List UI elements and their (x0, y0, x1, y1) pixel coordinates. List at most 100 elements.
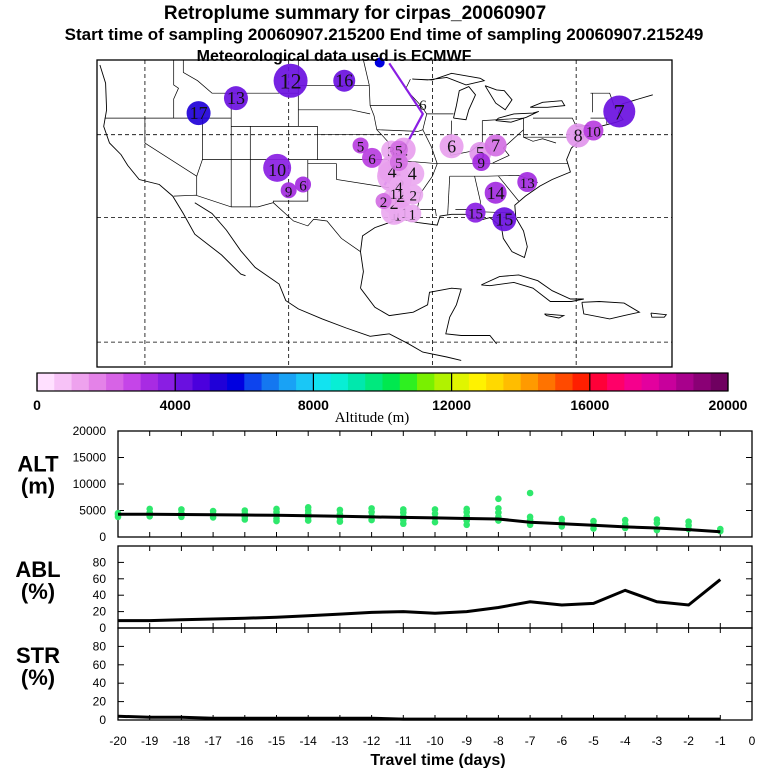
altitude-scatter-point (495, 495, 502, 503)
y-tick-label: 0 (99, 621, 106, 635)
y-tick-label: 80 (93, 639, 107, 653)
colorbar-swatch (88, 373, 107, 391)
plume-marker (465, 202, 486, 223)
y-tick-label: 40 (93, 676, 107, 690)
colorbar-swatch (123, 373, 142, 391)
plume-marker (352, 137, 369, 154)
plume-marker (333, 69, 356, 92)
y-tick-label: 0 (99, 530, 106, 544)
x-tick-label: -1 (715, 734, 726, 748)
plume-marker (403, 204, 422, 223)
plume-marker-label: 14 (487, 183, 505, 203)
panel-label: (m) (21, 473, 55, 498)
x-tick-label: -17 (204, 734, 222, 748)
abl-line (118, 578, 722, 623)
plume-marker (517, 171, 538, 192)
plume-marker-label: 15 (495, 209, 513, 229)
x-tick-label: -5 (588, 734, 599, 748)
plume-marker-label: 5 (395, 144, 403, 160)
panel-label: (%) (21, 665, 55, 690)
plume-marker-label: 1 (409, 208, 417, 224)
x-axis-title: Travel time (days) (370, 752, 505, 768)
y-tick-label: 20 (93, 605, 107, 619)
y-tick-label: 80 (93, 555, 107, 569)
plume-marker-label: 2 (410, 188, 418, 204)
colorbar-tick-label: 8000 (298, 397, 329, 413)
x-tick-label: 0 (749, 734, 756, 748)
x-tick-label: -18 (173, 734, 191, 748)
altitude-scatter-point (400, 520, 407, 528)
str-line (117, 714, 721, 721)
plume-marker (583, 120, 604, 141)
y-tick-label: 60 (93, 658, 107, 672)
x-tick-label: -7 (525, 734, 536, 748)
plume-marker-label: 13 (227, 88, 245, 108)
colorbar-swatch (468, 373, 487, 391)
colorbar-swatch (486, 373, 504, 391)
colorbar-swatch (710, 373, 729, 391)
colorbar-swatch (261, 373, 280, 391)
plume-marker-label: 2 (396, 186, 405, 206)
state-border (447, 176, 451, 215)
colorbar-swatch (54, 373, 72, 391)
plume-marker (472, 153, 491, 172)
y-tick-label: 60 (93, 572, 107, 586)
colorbar-label: Altitude (m) (335, 410, 410, 426)
x-tick-label: -4 (620, 734, 631, 748)
colorbar-swatch (503, 373, 522, 391)
colorbar-swatch (555, 373, 573, 391)
y-tick-label: 20000 (73, 424, 107, 438)
colorbar-swatch (244, 373, 262, 391)
plume-marker (389, 153, 408, 172)
coastline-path (412, 72, 486, 86)
altitude-scatter-point (241, 516, 249, 523)
plume-marker-label: 4 (395, 180, 403, 196)
panel-label: STR (16, 643, 60, 668)
plume-marker (484, 181, 507, 204)
colorbar-swatch (192, 373, 211, 391)
x-tick-label: -11 (395, 734, 412, 748)
plume-marker-label: 5 (476, 143, 485, 163)
x-tick-label: -16 (236, 734, 254, 748)
plume-marker (388, 176, 409, 197)
colorbar-swatch (520, 373, 539, 391)
x-tick-label: -3 (652, 734, 663, 748)
panel-label: ALT (17, 451, 59, 476)
colorbar-swatch (157, 373, 176, 391)
colorbar-tick-label: 0 (33, 397, 41, 413)
colorbar-swatch (607, 373, 625, 391)
x-tick-label: -14 (300, 734, 318, 748)
plume-marker (484, 134, 507, 157)
state-border (503, 129, 524, 149)
panel-frame (117, 545, 753, 629)
colorbar-swatch (451, 373, 470, 391)
plume-marker-label: 6 (299, 178, 307, 194)
plume-marker (439, 134, 464, 159)
plume-marker-label: 12 (280, 69, 302, 94)
x-tick-label: -15 (268, 734, 286, 748)
altitude-scatter-point (526, 489, 534, 497)
map-markers: 1111222223334445555666678991010111213131… (186, 57, 636, 232)
plume-marker-label: 11 (390, 187, 404, 203)
coastline-path (360, 287, 497, 345)
x-tick-label: -19 (141, 734, 159, 748)
colorbar-swatch (417, 373, 435, 391)
coastline-path (484, 85, 513, 111)
state-border (498, 175, 519, 202)
colorbar-swatch (106, 373, 124, 391)
colorbar-swatch (693, 373, 712, 391)
colorbar-swatch (382, 373, 401, 391)
panel-label: (%) (21, 579, 55, 604)
state-border (298, 109, 371, 115)
plume-marker-label: 10 (586, 125, 601, 141)
plume-marker-label: 9 (478, 156, 486, 172)
plume-marker-label: 7 (614, 99, 625, 124)
plume-marker (375, 193, 392, 210)
colorbar-swatch (296, 373, 314, 391)
colorbar-swatch (227, 373, 245, 391)
plume-marker-label: 13 (520, 176, 535, 192)
colorbar-swatch (399, 373, 418, 391)
state-border (523, 136, 557, 144)
colorbar-swatch (365, 373, 383, 391)
